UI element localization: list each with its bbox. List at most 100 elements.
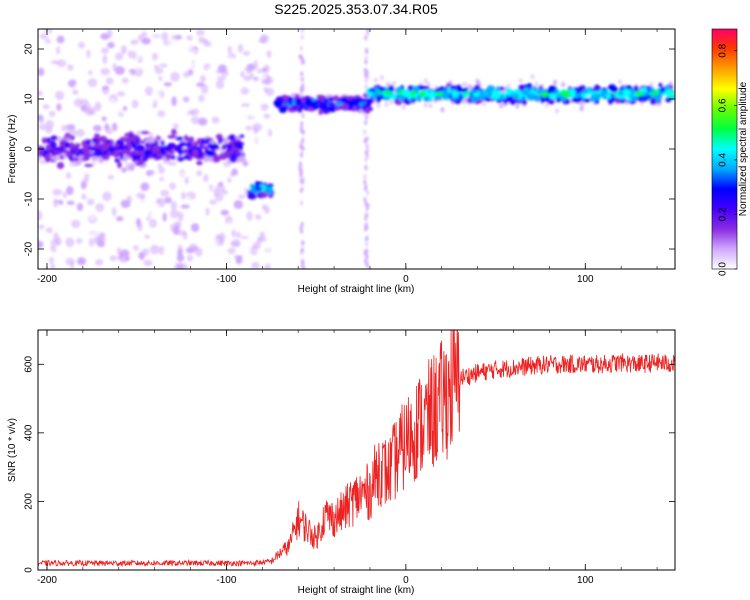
heatmap-cell — [49, 256, 55, 264]
heatmap-cell — [656, 93, 662, 101]
heatmap-cell — [233, 200, 244, 209]
heatmap-cell — [116, 246, 121, 255]
heatmap-cell — [600, 90, 608, 96]
heatmap-cell — [177, 156, 185, 162]
heatmap-cell — [440, 107, 445, 113]
heatmap-cell — [49, 140, 57, 148]
heatmap-cell — [263, 113, 271, 119]
heatmap-cell — [365, 143, 369, 149]
heatmap-cell — [45, 119, 55, 130]
heatmap-cell — [637, 74, 642, 80]
heatmap-cell — [227, 177, 232, 184]
heatmap-cell — [45, 137, 51, 144]
heatmap-cell — [88, 70, 93, 76]
heatmap-cell — [231, 100, 240, 107]
heatmap-cell — [426, 81, 431, 87]
heatmap-cell — [300, 200, 304, 206]
heatmap-cell — [204, 149, 209, 153]
heatmap-cell — [158, 209, 163, 220]
snr-x-tick-label: -200 — [37, 575, 57, 586]
heatmap-cell — [211, 57, 218, 63]
heatmap-cell — [376, 95, 381, 104]
heatmap-cell — [176, 254, 185, 262]
heatmap-cell — [363, 179, 367, 185]
heatmap-cell — [186, 254, 194, 262]
heatmap-cell — [383, 90, 393, 96]
heatmap-cell — [116, 216, 124, 222]
heatmap-cell — [62, 219, 69, 228]
heatmap-cell — [164, 196, 172, 204]
heatmap-cell — [562, 76, 567, 82]
heatmap-cell — [518, 84, 526, 92]
heatmap-cell — [76, 202, 84, 212]
heatmap-cell — [112, 63, 117, 71]
heatmap-cell — [321, 109, 330, 114]
heatmap-cell — [254, 186, 263, 191]
heatmap-cell — [528, 93, 536, 99]
heatmap-cell — [159, 63, 168, 68]
heatmap-cell — [154, 67, 164, 75]
heatmap-cell — [135, 208, 142, 214]
heatmap-cell — [252, 79, 261, 85]
heatmap-cell — [364, 84, 368, 90]
heatmap-cell — [254, 214, 262, 220]
figure-title: S225.2025.353.07.34.R05 — [274, 1, 438, 17]
heatmap-cell — [316, 94, 324, 99]
heatmap-cell — [249, 111, 259, 118]
heatmap-cell — [88, 210, 97, 221]
heatmap-cell — [196, 185, 205, 194]
heatmap-cell — [73, 98, 84, 107]
heatmap-cell — [394, 99, 403, 106]
heatmap-cell — [229, 134, 236, 141]
heatmap-cell — [366, 29, 370, 34]
heatmap-cell — [433, 95, 439, 102]
heatmap-cell — [363, 174, 367, 180]
heatmap-cell — [38, 114, 45, 124]
heatmap-cell — [236, 231, 241, 239]
heatmap-cell — [69, 160, 79, 167]
heatmap-cell — [141, 130, 150, 135]
heatmap-cell — [183, 154, 190, 161]
heatmap-cell — [106, 151, 112, 157]
heatmap-cell — [151, 89, 161, 99]
heatmap-cell — [450, 84, 457, 90]
heatmap-cell — [499, 103, 504, 109]
heatmap-cell — [146, 216, 151, 221]
heatmap-cell — [148, 96, 154, 106]
heatmap-cell — [256, 237, 262, 244]
snr-plot-area — [38, 330, 675, 570]
heatmap-cell — [215, 184, 226, 194]
heatmap-cell — [170, 201, 178, 211]
snr-y-tick-label: 0 — [24, 567, 35, 573]
heatmap-cell — [364, 184, 368, 190]
heatmap-cell — [544, 96, 550, 100]
heatmap-cell — [41, 137, 47, 144]
heatmap-cell — [218, 102, 226, 109]
heatmap-cell — [148, 132, 154, 137]
heatmap-cell — [203, 174, 209, 183]
heatmap-cell — [167, 142, 177, 148]
colorbar-tick-label: 0.6 — [718, 98, 729, 112]
heatmap-cell — [38, 261, 42, 268]
heatmap-cell — [365, 224, 369, 230]
heatmap-cell — [50, 135, 58, 141]
heatmap-cell — [327, 96, 334, 102]
heatmap-cell — [80, 181, 87, 190]
heatmap-cell — [249, 245, 259, 256]
heatmap-cell — [288, 97, 293, 106]
heatmap-cell — [138, 198, 147, 205]
heatmap-cell — [167, 38, 176, 48]
heatmap-cell — [299, 92, 303, 98]
heatmap-cell — [245, 125, 252, 131]
heatmap-cell — [233, 150, 238, 158]
heatmap-cell — [648, 86, 655, 93]
heatmap-cell — [341, 97, 348, 104]
heatmap-cell — [101, 47, 110, 54]
heatmap-cell — [66, 185, 74, 196]
colorbar-tick-label: 0.0 — [718, 262, 729, 276]
heatmap-cell — [93, 142, 102, 149]
heatmap-cell — [62, 191, 67, 199]
heatmap-cell — [93, 133, 100, 138]
heatmap-plot-area — [38, 29, 675, 269]
heatmap-cell — [515, 103, 520, 109]
